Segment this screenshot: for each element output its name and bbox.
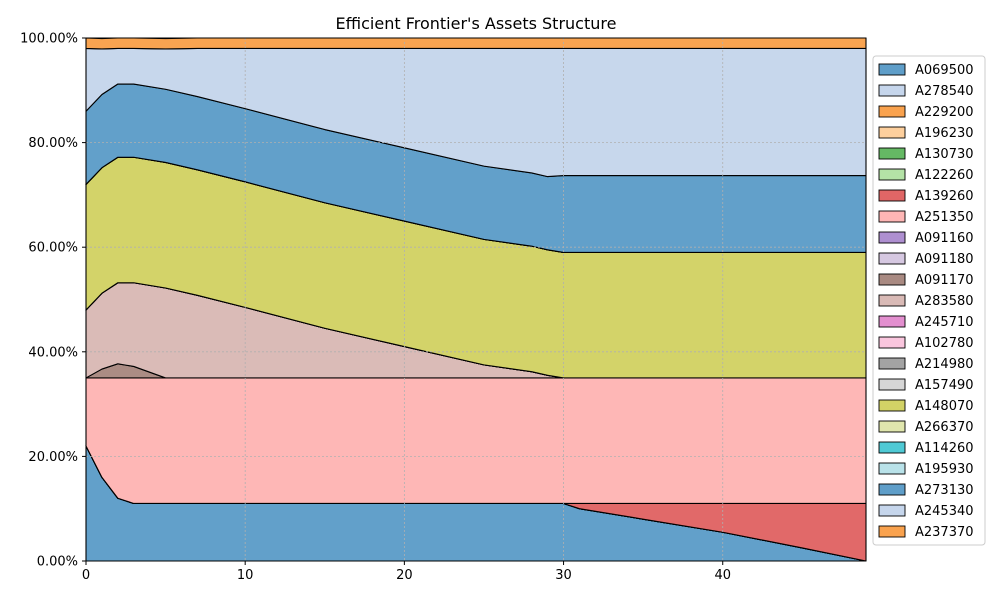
legend-label-A102780: A102780 [915, 336, 974, 351]
legend-swatch-A091180 [878, 252, 906, 265]
y-tick-label: 100.00% [20, 32, 78, 47]
y-tick-label: 0.00% [37, 555, 78, 570]
area-layers [85, 37, 867, 562]
legend-swatch-A237370 [878, 525, 906, 538]
axis-ticks: 0 10 20 30 40 0.00% 20.00% 40.00% 60.00% 80.00% 10… [20, 32, 731, 584]
legend-swatch-A214980 [878, 357, 906, 370]
chart-title: Efficient Frontier's Assets Structure [336, 14, 617, 33]
legend-label-A157490: A157490 [915, 378, 974, 393]
legend-swatch-A251350 [878, 210, 906, 223]
legend-swatch-A266370 [878, 420, 906, 433]
legend-swatch-A091160 [878, 231, 906, 244]
plot-frame [85, 37, 867, 562]
y-tick-label: 80.00% [28, 136, 78, 151]
legend-label-A283580: A283580 [915, 294, 974, 309]
legend-swatch-A102780 [878, 336, 906, 349]
x-tick-label: 40 [714, 568, 731, 583]
legend-label-A266370: A266370 [915, 420, 974, 435]
legend-swatch-A130730 [878, 147, 906, 160]
legend-swatch-A196230 [878, 126, 906, 139]
legend-swatch-A245340 [878, 504, 906, 517]
legend-label-A091160: A091160 [915, 231, 974, 246]
legend-label-A245340: A245340 [915, 504, 974, 519]
legend-swatch-A139260 [878, 189, 906, 202]
area-A237370 [85, 37, 867, 50]
legend-label-A196230: A196230 [915, 126, 974, 141]
legend: A069500 A278540 A229200 A196230 A130730 A1222… [872, 55, 986, 546]
legend-swatch-A195930 [878, 462, 906, 475]
legend-swatch-A273130 [878, 483, 906, 496]
y-tick-label: 60.00% [28, 241, 78, 256]
y-tick-label: 20.00% [28, 450, 78, 465]
legend-swatch-A157490 [878, 378, 906, 391]
legend-swatch-A283580 [878, 294, 906, 307]
legend-label-A273130: A273130 [915, 483, 974, 498]
legend-swatch-A245710 [878, 315, 906, 328]
legend-label-A214980: A214980 [915, 357, 974, 372]
legend-label-A245710: A245710 [915, 315, 974, 330]
x-tick-label: 20 [396, 568, 413, 583]
legend-label-A069500: A069500 [915, 63, 974, 78]
y-tick-label: 40.00% [28, 345, 78, 360]
legend-swatch-A122260 [878, 168, 906, 181]
legend-label-A251350: A251350 [915, 210, 974, 225]
x-tick-label: 10 [237, 568, 254, 583]
x-tick-label: 30 [555, 568, 572, 583]
legend-label-A148070: A148070 [915, 399, 974, 414]
legend-label-A130730: A130730 [915, 147, 974, 162]
legend-label-A122260: A122260 [915, 168, 974, 183]
x-tick-label: 0 [82, 568, 90, 583]
legend-label-A237370: A237370 [915, 525, 974, 540]
legend-swatch-A091170 [878, 273, 906, 286]
legend-swatch-A148070 [878, 399, 906, 412]
legend-label-A091180: A091180 [915, 252, 974, 267]
legend-label-A091170: A091170 [915, 273, 974, 288]
legend-label-A195930: A195930 [915, 462, 974, 477]
legend-swatch-A069500 [878, 63, 906, 76]
legend-label-A229200: A229200 [915, 105, 974, 120]
legend-swatch-A278540 [878, 84, 906, 97]
area-A251350 [85, 377, 867, 505]
legend-swatch-A229200 [878, 105, 906, 118]
legend-swatch-A114260 [878, 441, 906, 454]
legend-label-A114260: A114260 [915, 441, 974, 456]
legend-label-A139260: A139260 [915, 189, 974, 204]
legend-label-A278540: A278540 [915, 84, 974, 99]
